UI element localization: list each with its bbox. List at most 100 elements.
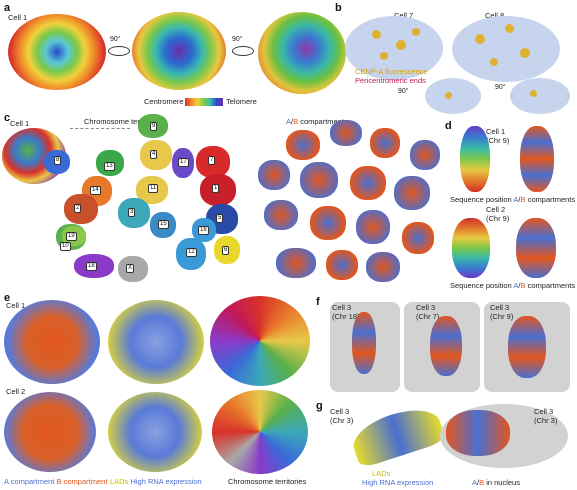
cenpa-spot — [372, 30, 381, 39]
panel-b-nucleus-cell8-rot — [510, 78, 570, 114]
ab-blob — [350, 166, 386, 200]
panel-d-cell2: Cell 2 — [486, 205, 506, 214]
chromosome-number-19: 19 — [66, 232, 77, 241]
ab-blob — [410, 140, 440, 170]
chromosome-number-5: 5 — [216, 214, 224, 223]
panel-f-chr-c: (Chr 9) — [490, 312, 514, 321]
legend-b: B — [479, 478, 485, 487]
chromosome-number-8: 8 — [54, 156, 62, 165]
caption-sep: / — [518, 195, 521, 204]
ab-blob — [366, 252, 400, 282]
cenpa-spot — [520, 48, 530, 58]
panel-g-cell-a: Cell 3 — [330, 407, 350, 416]
ab-blob — [356, 210, 390, 244]
ab-blob — [310, 206, 346, 240]
ab-blob — [276, 248, 316, 278]
panel-e-cell1-ab — [4, 300, 100, 384]
panel-e-label: e — [4, 292, 11, 304]
panel-a-nucleus-1 — [8, 14, 106, 90]
panel-e-legend-ab: A compartment B compartment — [4, 477, 107, 486]
panel-c-label: c — [4, 112, 11, 124]
panel-e-cell1-lads — [108, 300, 204, 384]
ab-blob — [326, 250, 358, 280]
panel-e-cell2-territories — [212, 390, 308, 474]
caption-a: A — [513, 195, 519, 204]
panel-e-cell2-ab — [4, 392, 96, 472]
ab-blob — [258, 160, 290, 190]
panel-d-chr9-cell1-ab — [520, 126, 554, 192]
panel-f-cell-a: Cell 3 — [332, 303, 352, 312]
panel-b-cell7: Cell 7 — [394, 11, 414, 20]
panel-d-cell1: Cell 1 — [486, 127, 506, 136]
panel-f-chr9 — [508, 316, 546, 378]
caption-seq: Sequence position — [450, 195, 512, 204]
ab-title-b: B — [293, 117, 299, 126]
panel-a-nucleus-2 — [132, 12, 226, 90]
rotate-arrow-icon — [232, 46, 254, 56]
caption-seq: Sequence position — [450, 281, 512, 290]
panel-a-cell-label: Cell 1 — [8, 13, 28, 22]
caption-b: B — [520, 281, 526, 290]
ab-title-sep: / — [291, 117, 294, 126]
ab-blob — [370, 128, 400, 158]
panel-a-colorbar-left: Centromere — [144, 97, 184, 106]
panel-f-chr18 — [352, 312, 376, 374]
chromosome-number-11: 11 — [148, 184, 159, 193]
panel-d-caption-1: Sequence position A/B compartments — [450, 195, 576, 204]
panel-c-territories-title: Chromosome territories — [84, 117, 163, 126]
chromosome-number-15: 15 — [158, 220, 169, 229]
panel-d-caption-2: Sequence position A/B compartments — [450, 281, 576, 290]
panel-d-cell2-chr: (Chr 9) — [486, 214, 510, 223]
chromosome-number-16: 16 — [198, 226, 209, 235]
chromosome-number-18: 18 — [86, 262, 97, 271]
panel-g-chr-b: (Chr 3) — [534, 416, 558, 425]
dashed-arrow — [70, 128, 130, 129]
chromosome-number-1: 1 — [212, 184, 220, 193]
panel-e-cell1-territories — [210, 296, 310, 386]
panel-c-cell-label: Cell 1 — [10, 119, 30, 128]
panel-g-label: g — [316, 400, 323, 412]
legend-a: A compartment — [4, 477, 55, 486]
panel-f-chr7 — [430, 316, 462, 376]
panel-f-chr-a: (Chr 18) — [332, 312, 360, 321]
panel-e-cell1: Cell 1 — [6, 301, 26, 310]
panel-g-legend-rna: High RNA expression — [362, 478, 434, 487]
panel-g-chr-a: (Chr 3) — [330, 416, 354, 425]
panel-f-chr-b: (Chr 7) — [416, 312, 440, 321]
caption-sep: / — [518, 281, 521, 290]
panel-f-label: f — [316, 296, 320, 308]
panel-g-legend-lads: LADs — [372, 469, 391, 478]
chromosome-number-17: 17 — [178, 158, 189, 167]
panel-a-colorbar-right: Telomere — [226, 97, 257, 106]
panel-b-nucleus-cell7 — [345, 16, 443, 80]
ab-blob — [264, 200, 298, 230]
panel-e-legend-lads-rna: LADs High RNA expression — [110, 477, 202, 486]
chromosome-number-9: 9 — [150, 122, 158, 131]
panel-d-cell1-chr: (Chr 9) — [486, 136, 510, 145]
chromosome-number-12: 12 — [186, 248, 197, 257]
caption-rest: compartments — [525, 281, 576, 290]
panel-g-chr3-lads — [347, 401, 447, 469]
panel-a-rotate-label-1: 90° — [110, 36, 121, 43]
panel-a-colorbar — [185, 98, 223, 106]
rotate-arrow-icon — [108, 46, 130, 56]
ab-blob — [330, 120, 362, 146]
panel-a-label: a — [4, 2, 11, 14]
cenpa-spot — [490, 58, 498, 66]
cenpa-spot — [475, 34, 485, 44]
caption-b: B — [520, 195, 526, 204]
panel-c-ab-title: A/B compartments — [286, 117, 348, 126]
panel-b-nucleus-cell7-rot — [425, 78, 481, 114]
panel-e-cell2-lads — [108, 392, 202, 472]
cenpa-spot — [445, 92, 452, 99]
cenpa-spot — [396, 40, 406, 50]
caption-a: A — [513, 281, 519, 290]
chromosome-number-4: 4 — [150, 150, 158, 159]
ab-blob — [402, 222, 434, 254]
legend-rest: in nucleus — [484, 478, 520, 487]
chromosome-number-X: X — [126, 264, 135, 273]
panel-b-label: b — [335, 2, 342, 14]
ab-blob — [286, 130, 320, 160]
panel-b-rotate-1: 90° — [398, 88, 409, 95]
caption-rest: compartments — [525, 195, 576, 204]
